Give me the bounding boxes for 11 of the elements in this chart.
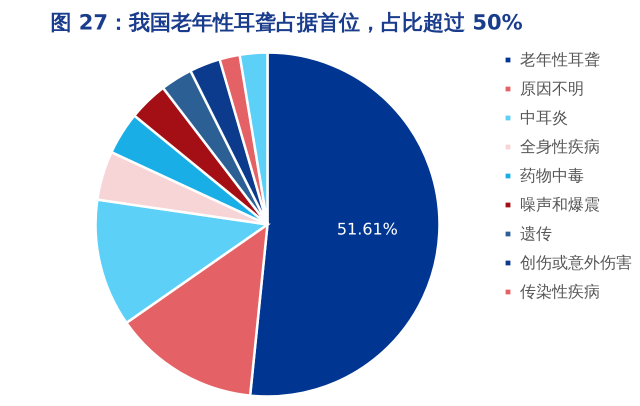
legend-label: 遗传 <box>520 224 552 243</box>
legend-label: 中耳炎 <box>520 108 568 127</box>
data-label: 51.61% <box>336 220 398 239</box>
legend-label: 原因不明 <box>520 79 584 98</box>
legend-label: 噪声和爆震 <box>520 195 600 214</box>
legend-label: 创伤或意外伤害 <box>520 253 632 272</box>
legend-label: 传染性疾病 <box>520 282 600 301</box>
legend-label: 药物中毒 <box>520 166 584 185</box>
legend-label: 全身性疾病 <box>520 137 600 156</box>
chart-title: 图 27：我国老年性耳聋占据首位，占比超过 50% <box>50 10 523 34</box>
legend-label: 老年性耳聋 <box>520 50 600 69</box>
